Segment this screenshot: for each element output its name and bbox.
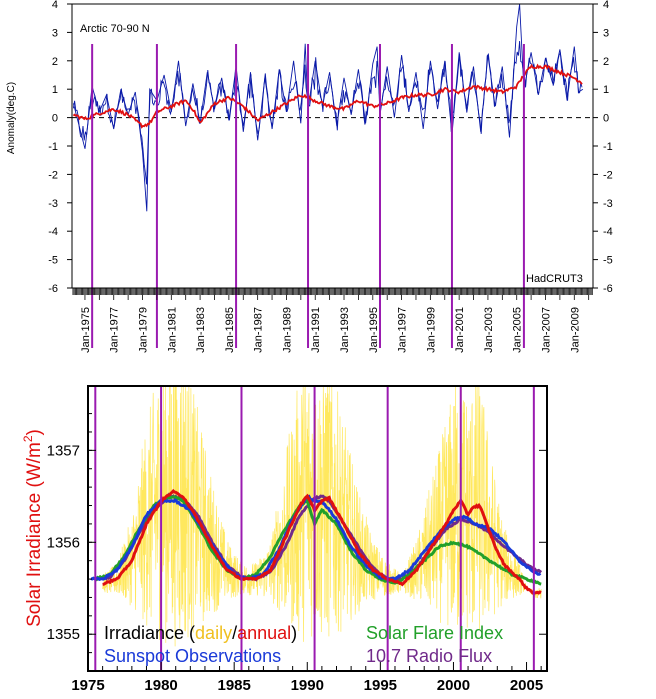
x-tick-label: Jan-1999 <box>425 307 437 353</box>
legend-radio: 10.7 Radio Flux <box>366 646 492 666</box>
source-label: HadCRUT3 <box>526 273 583 285</box>
x-tick-label: Jan-2009 <box>569 307 581 353</box>
x-tick-label: Jan-1991 <box>310 307 322 353</box>
x-tick-label: Jan-1995 <box>368 307 380 353</box>
arctic-anomaly-chart: 4 4 3 3 2 2 1 1 0 0 -1 -1 -2 -2 -3 -3 -4 -4 -5 -5 -6 -6 Jan-1… <box>6 0 613 353</box>
legend: Irradiance (daily/annual) Solar Flare In… <box>104 623 503 666</box>
bottom-plot-frame <box>87 385 548 672</box>
legend-sunspot: Sunspot Observations <box>104 646 281 666</box>
monthly-anomaly-line <box>72 40 583 185</box>
x-tick-label: 2005 <box>510 677 543 694</box>
y-tick-label-left: -3 <box>48 198 58 210</box>
x-tick-label: Jan-1981 <box>166 307 178 353</box>
x-tick-label: Jan-1979 <box>138 307 150 353</box>
y-tick-label-right: -6 <box>603 283 613 295</box>
flare-line <box>94 495 542 586</box>
x-tick-label: Jan-2005 <box>512 307 524 353</box>
y-tick-label: 1356 <box>47 534 80 551</box>
y-tick-label-left: 4 <box>52 0 58 11</box>
x-tick-label: 1985 <box>217 677 250 694</box>
x-tick-label: Jan-1997 <box>397 307 409 353</box>
y-tick-label-left: 3 <box>52 27 58 39</box>
x-tick-label: Jan-1987 <box>253 307 265 353</box>
x-tick-label: Jan-1989 <box>281 307 293 353</box>
y-tick-label-right: 2 <box>603 56 609 68</box>
y-tick-label-left: 1 <box>52 84 58 96</box>
x-tick-label: Jan-1977 <box>109 307 121 353</box>
sunspot-line <box>90 494 542 582</box>
region-label: Arctic 70-90 N <box>80 23 150 35</box>
y-tick-label-right: -3 <box>603 198 613 210</box>
y-tick-label: 1355 <box>47 626 80 643</box>
y-tick-label-left: -5 <box>48 255 58 267</box>
x-tick-label: Jan-2001 <box>454 307 466 353</box>
x-tick-label: Jan-1975 <box>80 307 92 353</box>
x-tick-label: 1990 <box>291 677 324 694</box>
y-tick-label-right: -1 <box>603 141 613 153</box>
x-tick-label: 1975 <box>71 677 104 694</box>
x-tick-label: Jan-2003 <box>483 307 495 353</box>
y-axis-title-bottom: Solar Irradiance (W/m2) <box>21 429 45 627</box>
x-tick-label: 2000 <box>437 677 470 694</box>
monthly-anomaly-peaks <box>72 3 584 212</box>
annual-line <box>102 488 542 595</box>
x-tick-label: Jan-2007 <box>541 307 553 353</box>
y-tick-label: 1357 <box>47 442 80 459</box>
y-tick-label-left: 2 <box>52 56 58 68</box>
y-tick-label-right: -5 <box>603 255 613 267</box>
legend-flare: Solar Flare Index <box>366 623 503 643</box>
y-axis-title-top: Anomaly(deg.C) <box>6 82 17 154</box>
x-tick-label: 1995 <box>364 677 397 694</box>
y-tick-label-left: -6 <box>48 283 58 295</box>
x-tick-label: Jan-1983 <box>195 307 207 353</box>
y-tick-label-right: -2 <box>603 169 613 181</box>
y-tick-label-left: -4 <box>48 226 58 238</box>
y-tick-label-left: -2 <box>48 169 58 181</box>
y-tick-label-left: -1 <box>48 141 58 153</box>
x-tick-label: Jan-1985 <box>224 307 236 353</box>
y-tick-label-right: 3 <box>603 27 609 39</box>
smoothed-anomaly-line <box>72 63 583 129</box>
legend-irradiance: Irradiance (daily/annual) <box>104 623 297 643</box>
x-tick-label: Jan-1993 <box>339 307 351 353</box>
y-tick-label-right: 4 <box>603 0 609 11</box>
y-tick-label-right: 1 <box>603 84 609 96</box>
y-tick-label-left: 0 <box>52 113 58 125</box>
x-tick-label: 1980 <box>144 677 177 694</box>
y-tick-label-right: -4 <box>603 226 613 238</box>
solar-irradiance-chart: 1357 1356 1355 1975 1980 1985 1990 1995 2000 200… <box>21 385 548 694</box>
y-tick-label-right: 0 <box>603 113 609 125</box>
